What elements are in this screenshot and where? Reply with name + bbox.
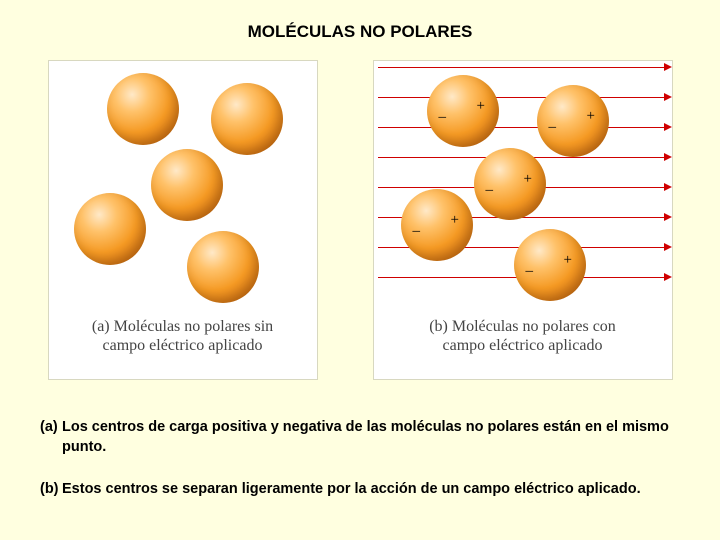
minus-charge: – — [549, 119, 557, 136]
field-line-arrowhead-icon — [664, 183, 672, 191]
panel-a-sphere — [151, 149, 223, 221]
field-line-arrowhead-icon — [664, 123, 672, 131]
plus-charge: + — [524, 171, 532, 188]
panel-a-sphere — [211, 83, 283, 155]
field-line-arrowhead-icon — [664, 243, 672, 251]
panels-row: (a) Moléculas no polares sin campo eléct… — [0, 60, 720, 380]
panel-a-caption: (a) Moléculas no polares sin campo eléct… — [49, 313, 317, 363]
panel-a-molecule-area — [49, 61, 317, 313]
field-line-arrowhead-icon — [664, 273, 672, 281]
minus-charge: – — [439, 109, 447, 126]
panel-b-sphere — [514, 229, 586, 301]
panel-b: – + – + – + – + – + (b) Moléculas no polares con … — [373, 60, 673, 380]
panel-b-caption: (b) Moléculas no polares con campo eléct… — [374, 313, 672, 363]
field-line-arrowhead-icon — [664, 63, 672, 71]
panel-b-sphere — [537, 85, 609, 157]
page-title: MOLÉCULAS NO POLARES — [0, 0, 720, 42]
desc-a-tag: (a) — [40, 418, 62, 438]
field-line-arrowhead-icon — [664, 153, 672, 161]
field-line — [378, 97, 670, 98]
panel-b-sphere — [401, 189, 473, 261]
panel-a-sphere — [74, 193, 146, 265]
minus-charge: – — [526, 263, 534, 280]
desc-b-tag: (b) — [40, 480, 62, 500]
panel-a-sphere — [107, 73, 179, 145]
plus-charge: + — [587, 108, 595, 125]
description-b: (b) Estos centros se separan ligeramente… — [40, 480, 680, 500]
desc-b-text: Estos centros se separan ligeramente por… — [40, 480, 680, 500]
minus-charge: – — [486, 182, 494, 199]
panel-a-caption-line2: campo eléctrico aplicado — [103, 337, 263, 354]
panel-b-sphere — [474, 148, 546, 220]
panel-a-sphere — [187, 231, 259, 303]
panel-a-caption-line1: (a) Moléculas no polares sin — [92, 318, 273, 335]
panel-b-molecule-area: – + – + – + – + – + — [374, 61, 672, 313]
field-line-arrowhead-icon — [664, 213, 672, 221]
field-line-arrowhead-icon — [664, 93, 672, 101]
panel-b-caption-line1: (b) Moléculas no polares con — [429, 318, 616, 335]
desc-a-text: Los centros de carga positiva y negativa… — [40, 418, 680, 457]
field-line — [378, 67, 670, 68]
plus-charge: + — [564, 252, 572, 269]
minus-charge: – — [413, 223, 421, 240]
panel-a: (a) Moléculas no polares sin campo eléct… — [48, 60, 318, 380]
field-line — [378, 127, 670, 128]
plus-charge: + — [477, 98, 485, 115]
description-a: (a) Los centros de carga positiva y nega… — [40, 418, 680, 457]
panel-b-caption-line2: campo eléctrico aplicado — [443, 337, 603, 354]
plus-charge: + — [451, 212, 459, 229]
panel-b-sphere — [427, 75, 499, 147]
